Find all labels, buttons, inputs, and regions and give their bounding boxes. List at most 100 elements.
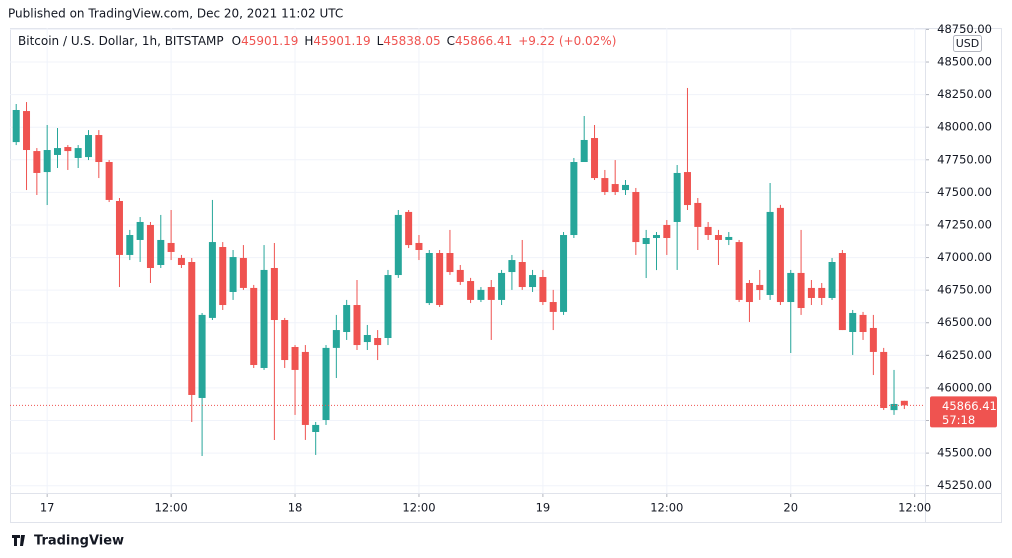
currency[interactable]: USD: [956, 37, 980, 50]
candle-body: [456, 269, 464, 282]
candle-body: [177, 257, 185, 265]
candle-body: [374, 338, 382, 346]
h-letter: H: [304, 34, 313, 48]
candle-body: [208, 242, 216, 318]
last-price-box: [930, 396, 997, 428]
candle-body: [787, 272, 795, 303]
candle-body: [260, 269, 268, 368]
candle-body: [849, 312, 857, 333]
l-value: 45838.05: [383, 34, 440, 48]
candle-body: [198, 314, 206, 398]
candle-body: [105, 162, 113, 200]
candle-body: [363, 335, 371, 343]
last-price-label: 45866.41: [942, 399, 997, 413]
candle-body: [43, 150, 51, 173]
candle-body: [869, 327, 877, 352]
candle-body: [446, 253, 454, 273]
symbol: Bitcoin / U.S. Dollar, 1h, BITSTAMP: [18, 34, 224, 48]
candle-body: [838, 253, 846, 331]
l-letter: L: [377, 34, 384, 48]
candle-body: [425, 253, 433, 304]
c-letter: C: [447, 34, 455, 48]
candle-body: [291, 346, 299, 370]
candle-body: [539, 276, 547, 303]
candle-body: [818, 287, 826, 298]
y-tick-label: 45250.00: [937, 478, 992, 492]
candle-body: [405, 211, 413, 246]
candle-body: [343, 305, 351, 333]
candle-body: [498, 272, 506, 300]
candle-body: [84, 135, 92, 158]
candle-body: [239, 257, 247, 288]
candle-body: [219, 247, 227, 306]
candle-body: [601, 178, 609, 192]
candle-body: [683, 172, 691, 206]
y-tick-label: 48000.00: [937, 120, 992, 134]
y-tick-label: 46000.00: [937, 380, 992, 394]
c-value: 45866.41: [455, 34, 512, 48]
y-tick-label: 48500.00: [937, 55, 992, 69]
candle-body: [756, 284, 764, 291]
candle-body: [797, 272, 805, 309]
candle-body: [642, 238, 650, 245]
h-value: 45901.19: [313, 34, 370, 48]
currency-box[interactable]: [953, 35, 982, 52]
candle-body: [146, 224, 154, 268]
candle-body: [549, 302, 557, 312]
candle-body: [188, 261, 196, 395]
candle-body: [167, 242, 175, 252]
x-tick-label: 19: [536, 501, 551, 515]
x-tick-label: 17: [40, 501, 55, 515]
y-tick-label: 47250.00: [937, 217, 992, 231]
candle-body: [332, 330, 340, 348]
candle-body: [859, 314, 867, 333]
candle-body: [900, 400, 908, 406]
candle-body: [828, 261, 836, 298]
y-tick-label: 45500.00: [937, 446, 992, 460]
candle-body: [322, 347, 330, 420]
y-tick-label: 47750.00: [937, 152, 992, 166]
footer-brand: TradingView: [34, 534, 124, 549]
y-tick-label: 46250.00: [937, 348, 992, 362]
candle-body: [467, 281, 475, 300]
candle-body: [694, 202, 702, 227]
x-tick-label: 12:00: [402, 501, 435, 515]
header: Bitcoin / U.S. Dollar, 1h, BITSTAMP O4590…: [18, 34, 616, 48]
candle-body: [508, 260, 516, 273]
candle-body: [652, 235, 660, 239]
candle-body: [518, 261, 526, 288]
y-tick-label: 48750.00: [937, 22, 992, 36]
candle-body: [384, 275, 392, 338]
candle-body: [580, 139, 588, 163]
candle-body: [890, 403, 898, 411]
candle-body: [136, 221, 144, 240]
candle-body: [312, 424, 320, 432]
candle-body: [807, 287, 815, 298]
candle-body: [663, 224, 671, 239]
candle-body: [23, 111, 31, 151]
candle-body: [477, 289, 485, 300]
o-letter: O: [232, 34, 241, 48]
candle-body: [250, 287, 258, 365]
candle-body: [281, 320, 289, 361]
candle-body: [95, 135, 103, 163]
candle-body: [229, 257, 237, 292]
candle-body: [54, 148, 62, 155]
candle-body: [611, 184, 619, 192]
x-tick-label: 12:00: [898, 501, 931, 515]
candle-body: [673, 172, 681, 222]
logo: [12, 535, 25, 546]
candle-body: [714, 235, 722, 240]
candle-body: [632, 191, 640, 243]
chart-frame: [10, 28, 1002, 523]
o-value: 45901.19: [241, 34, 298, 48]
candle-body: [725, 236, 733, 240]
published-note: Published on TradingView.com, Dec 20, 20…: [8, 7, 343, 21]
x-tick-label: 12:00: [155, 501, 188, 515]
candle-body: [436, 253, 444, 306]
candle-body: [880, 351, 888, 409]
y-tick-label: 47500.00: [937, 185, 992, 199]
x-tick-label: 18: [288, 501, 303, 515]
y-tick-label: 47000.00: [937, 250, 992, 264]
